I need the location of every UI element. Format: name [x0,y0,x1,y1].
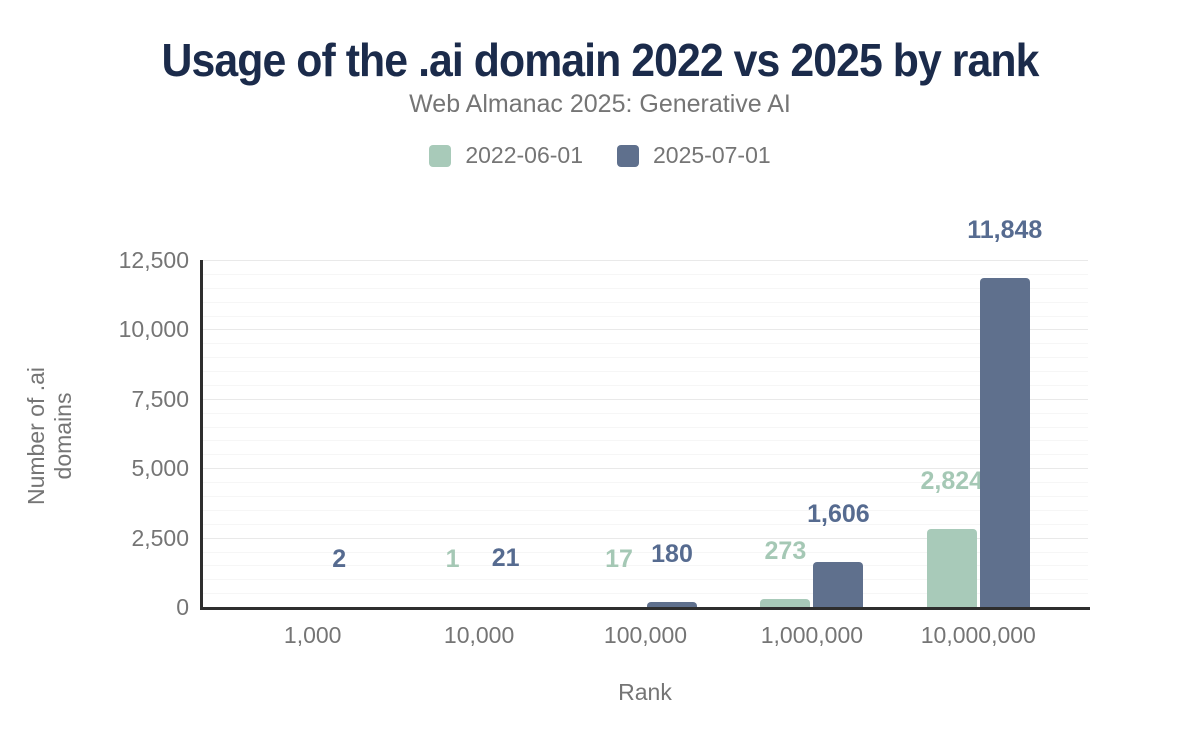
y-axis-tick-label: 7,500 [131,385,189,412]
y-axis-tick-label: 12,500 [118,247,189,273]
bar-2025-07-01-100000[interactable] [647,602,697,607]
legend: 2022-06-01 2025-07-01 [0,142,1200,169]
chart-title: Usage of the .ai domain 2022 vs 2025 by … [161,34,1040,86]
grid-line [203,579,1088,581]
grid-line [203,523,1088,525]
grid-line [203,537,1088,539]
legend-swatch-2022-icon [429,144,452,167]
bar-value-label: 1,606 [807,500,870,529]
y-axis-tick-label: 0 [176,594,189,620]
grid-line [203,384,1088,386]
chart-subtitle: Web Almanac 2025: Generative AI [409,90,791,118]
grid-line [203,426,1088,428]
grid-line [203,454,1088,456]
bar-2025-07-01-1000000[interactable] [813,562,864,607]
grid-line [203,593,1088,595]
grid-line [203,468,1088,470]
grid-line [203,371,1088,372]
bar-value-label: 11,848 [967,216,1043,245]
grid-line [203,287,1088,289]
x-axis-tick-label: 100,000 [603,622,688,648]
grid-line [203,412,1088,414]
bar-value-label: 17 [605,544,633,573]
grid-line [203,343,1088,345]
x-axis-tick-label: 1,000,000 [760,622,864,648]
grid-line [203,357,1088,359]
y-axis-tick-label: 2,500 [131,524,189,551]
bar-2022-06-01-1000000[interactable] [760,599,811,607]
x-axis-tick-label: 1,000 [283,622,342,648]
x-axis-tick-label: 10,000 [443,622,515,648]
x-axis-tick-label: 10,000,000 [920,622,1036,648]
bar-value-label: 2,824 [920,466,984,495]
y-axis-title: Number of .ai domains [23,366,76,506]
y-axis-line [200,260,203,610]
grid-line [203,551,1088,553]
grid-line [203,496,1088,497]
bar-value-label: 1 [445,545,460,573]
legend-item-2025[interactable]: 2025-07-01 [617,142,771,169]
grid-line [203,315,1088,317]
grid-line [203,482,1088,484]
legend-item-2022[interactable]: 2022-06-01 [429,142,583,169]
grid-line [203,565,1088,567]
bar-value-label: 180 [651,540,693,568]
bar-2025-07-01-10000000[interactable] [979,278,1030,607]
grid-line [203,273,1088,275]
bar-value-label: 21 [491,544,520,573]
grid-line [203,329,1088,331]
grid-line [203,509,1088,511]
legend-swatch-2025-icon [617,144,639,167]
y-axis-tick-label: 10,000 [118,316,189,343]
bar-2022-06-01-10000000[interactable] [926,528,977,607]
x-axis-line [200,607,1090,610]
legend-label-2022: 2022-06-01 [465,142,583,168]
grid-line [203,260,1088,261]
x-axis-title: Rank [618,679,672,705]
grid-line [203,398,1088,400]
y-axis-tick-label: 5,000 [131,455,189,482]
grid-line [203,301,1088,303]
legend-label-2025: 2025-07-01 [653,142,771,168]
bar-value-label: 2 [332,544,347,573]
bar-value-label: 273 [764,537,807,566]
grid-line [203,440,1088,442]
